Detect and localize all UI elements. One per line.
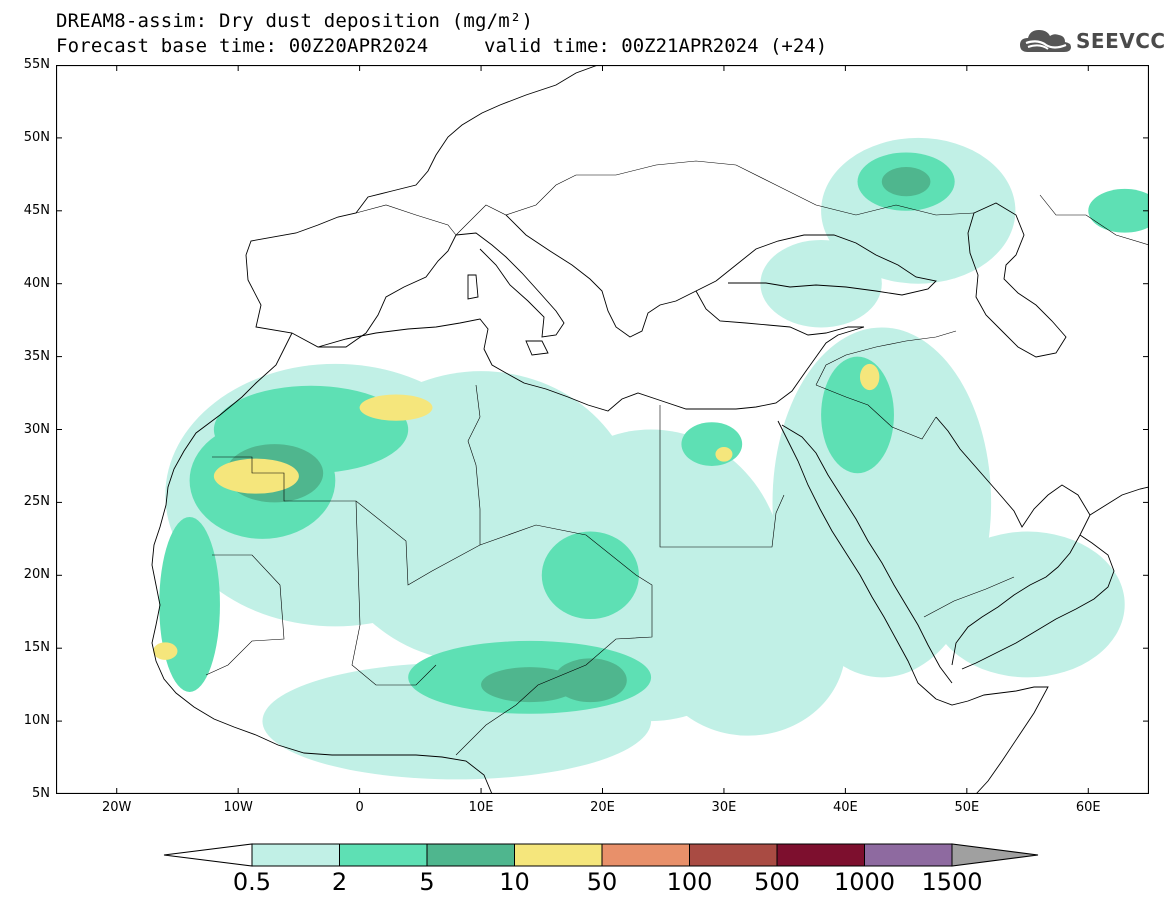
- colorbar-over-triangle: [951, 843, 1039, 867]
- lat-label: 15N: [23, 640, 50, 656]
- colorbar-label: 1500: [921, 868, 983, 896]
- dust-region-24: [153, 642, 178, 660]
- europe-coastline: [245, 65, 599, 256]
- lat-label: 50N: [23, 129, 50, 145]
- lon-label: 10E: [468, 800, 494, 815]
- colorbar-label: 0.5: [232, 868, 272, 896]
- colorbar-label: 100: [666, 868, 713, 896]
- caspian-sea: [967, 202, 1067, 358]
- colorbar-label: 2: [331, 868, 348, 896]
- dust-region-20: [553, 658, 627, 703]
- north-africa-coastline: [151, 332, 493, 794]
- lat-label: 35N: [23, 348, 50, 364]
- cloud-icon: [1020, 30, 1071, 52]
- colorbar-label: 10: [499, 868, 530, 896]
- dust-region-17: [681, 422, 743, 466]
- dust-region-5: [930, 531, 1125, 678]
- sicily: [525, 340, 549, 356]
- red-sea-east-coast: [781, 424, 953, 684]
- lon-label: 30E: [711, 800, 737, 815]
- colorbar-box-0: [251, 843, 340, 867]
- lon-label: 50E: [954, 800, 980, 815]
- forecast-base-time: Forecast base time: 00Z20APR2024: [56, 35, 429, 57]
- dust-region-16: [1088, 188, 1149, 233]
- colorbar-box-4: [601, 843, 690, 867]
- coastlines-and-borders: [151, 65, 1149, 794]
- oman-coast: [961, 534, 1115, 670]
- lat-label: 20N: [23, 567, 50, 583]
- colorbar-label: 1000: [833, 868, 896, 896]
- lat-label: 5N: [32, 786, 50, 801]
- valid-time: valid time: 00Z21APR2024 (+24): [484, 35, 828, 57]
- lon-label: 20E: [590, 800, 615, 815]
- colorbar-box-1: [339, 843, 428, 867]
- dust-region-11: [159, 516, 220, 692]
- colorbar-box-5: [689, 843, 778, 867]
- lon-label: 0: [355, 800, 364, 815]
- dust-region-26: [715, 446, 733, 462]
- seevccc-logo: SEEVCCC: [1018, 24, 1165, 58]
- chart-title: DREAM8-assim: Dry dust deposition (mg/m²…: [56, 10, 534, 32]
- lon-label: 20W: [102, 800, 132, 815]
- logo-text: SEEVCCC: [1076, 29, 1165, 53]
- sardinia: [467, 274, 479, 300]
- colorbar-box-7: [864, 843, 953, 867]
- colorbar-label: 5: [419, 868, 435, 896]
- italy-coastline: [455, 232, 565, 338]
- colorbar-box-2: [426, 843, 515, 867]
- dust-region-8: [760, 239, 882, 328]
- dust-region-14: [821, 356, 894, 474]
- mediterranean-africa-coast: [317, 318, 865, 412]
- persian-gulf-coast: [935, 416, 1091, 666]
- lat-label: 55N: [23, 57, 50, 72]
- colorbar: [163, 843, 1039, 867]
- dust-region-13: [541, 531, 639, 620]
- dust-region-22: [359, 394, 433, 421]
- lat-label: 30N: [23, 421, 50, 437]
- axis-ticks: [56, 65, 1149, 794]
- lon-label: 40E: [832, 800, 858, 815]
- lat-label: 25N: [23, 494, 50, 510]
- black-sea-coast: [715, 234, 937, 296]
- lat-label: 45N: [23, 202, 50, 218]
- iran-coast: [1089, 486, 1149, 516]
- dust-region-23: [213, 458, 299, 494]
- balkan-coastline: [505, 214, 717, 338]
- lon-label: 60E: [1075, 800, 1101, 815]
- colorbar-label: 500: [754, 868, 800, 896]
- lon-label: 10W: [223, 800, 253, 815]
- dust-deposition-layer: [153, 137, 1149, 780]
- lat-label: 40N: [23, 275, 50, 291]
- turkey-coastline: [695, 290, 864, 336]
- colorbar-box-6: [776, 843, 865, 867]
- dust-region-25: [859, 363, 880, 391]
- horn-of-africa-coast: [935, 686, 1049, 794]
- colorbar-label: 50: [586, 868, 618, 896]
- dust-deposition-map: [56, 65, 1149, 794]
- red-sea-coast: [777, 420, 937, 700]
- border-lines: [212, 384, 481, 586]
- iberia-coastline: [245, 234, 457, 348]
- dust-region-21: [881, 167, 931, 197]
- colorbar-under-triangle: [163, 843, 253, 867]
- lat-label: 10N: [23, 713, 50, 729]
- dust-region-19: [481, 667, 579, 703]
- colorbar-box-3: [514, 843, 603, 867]
